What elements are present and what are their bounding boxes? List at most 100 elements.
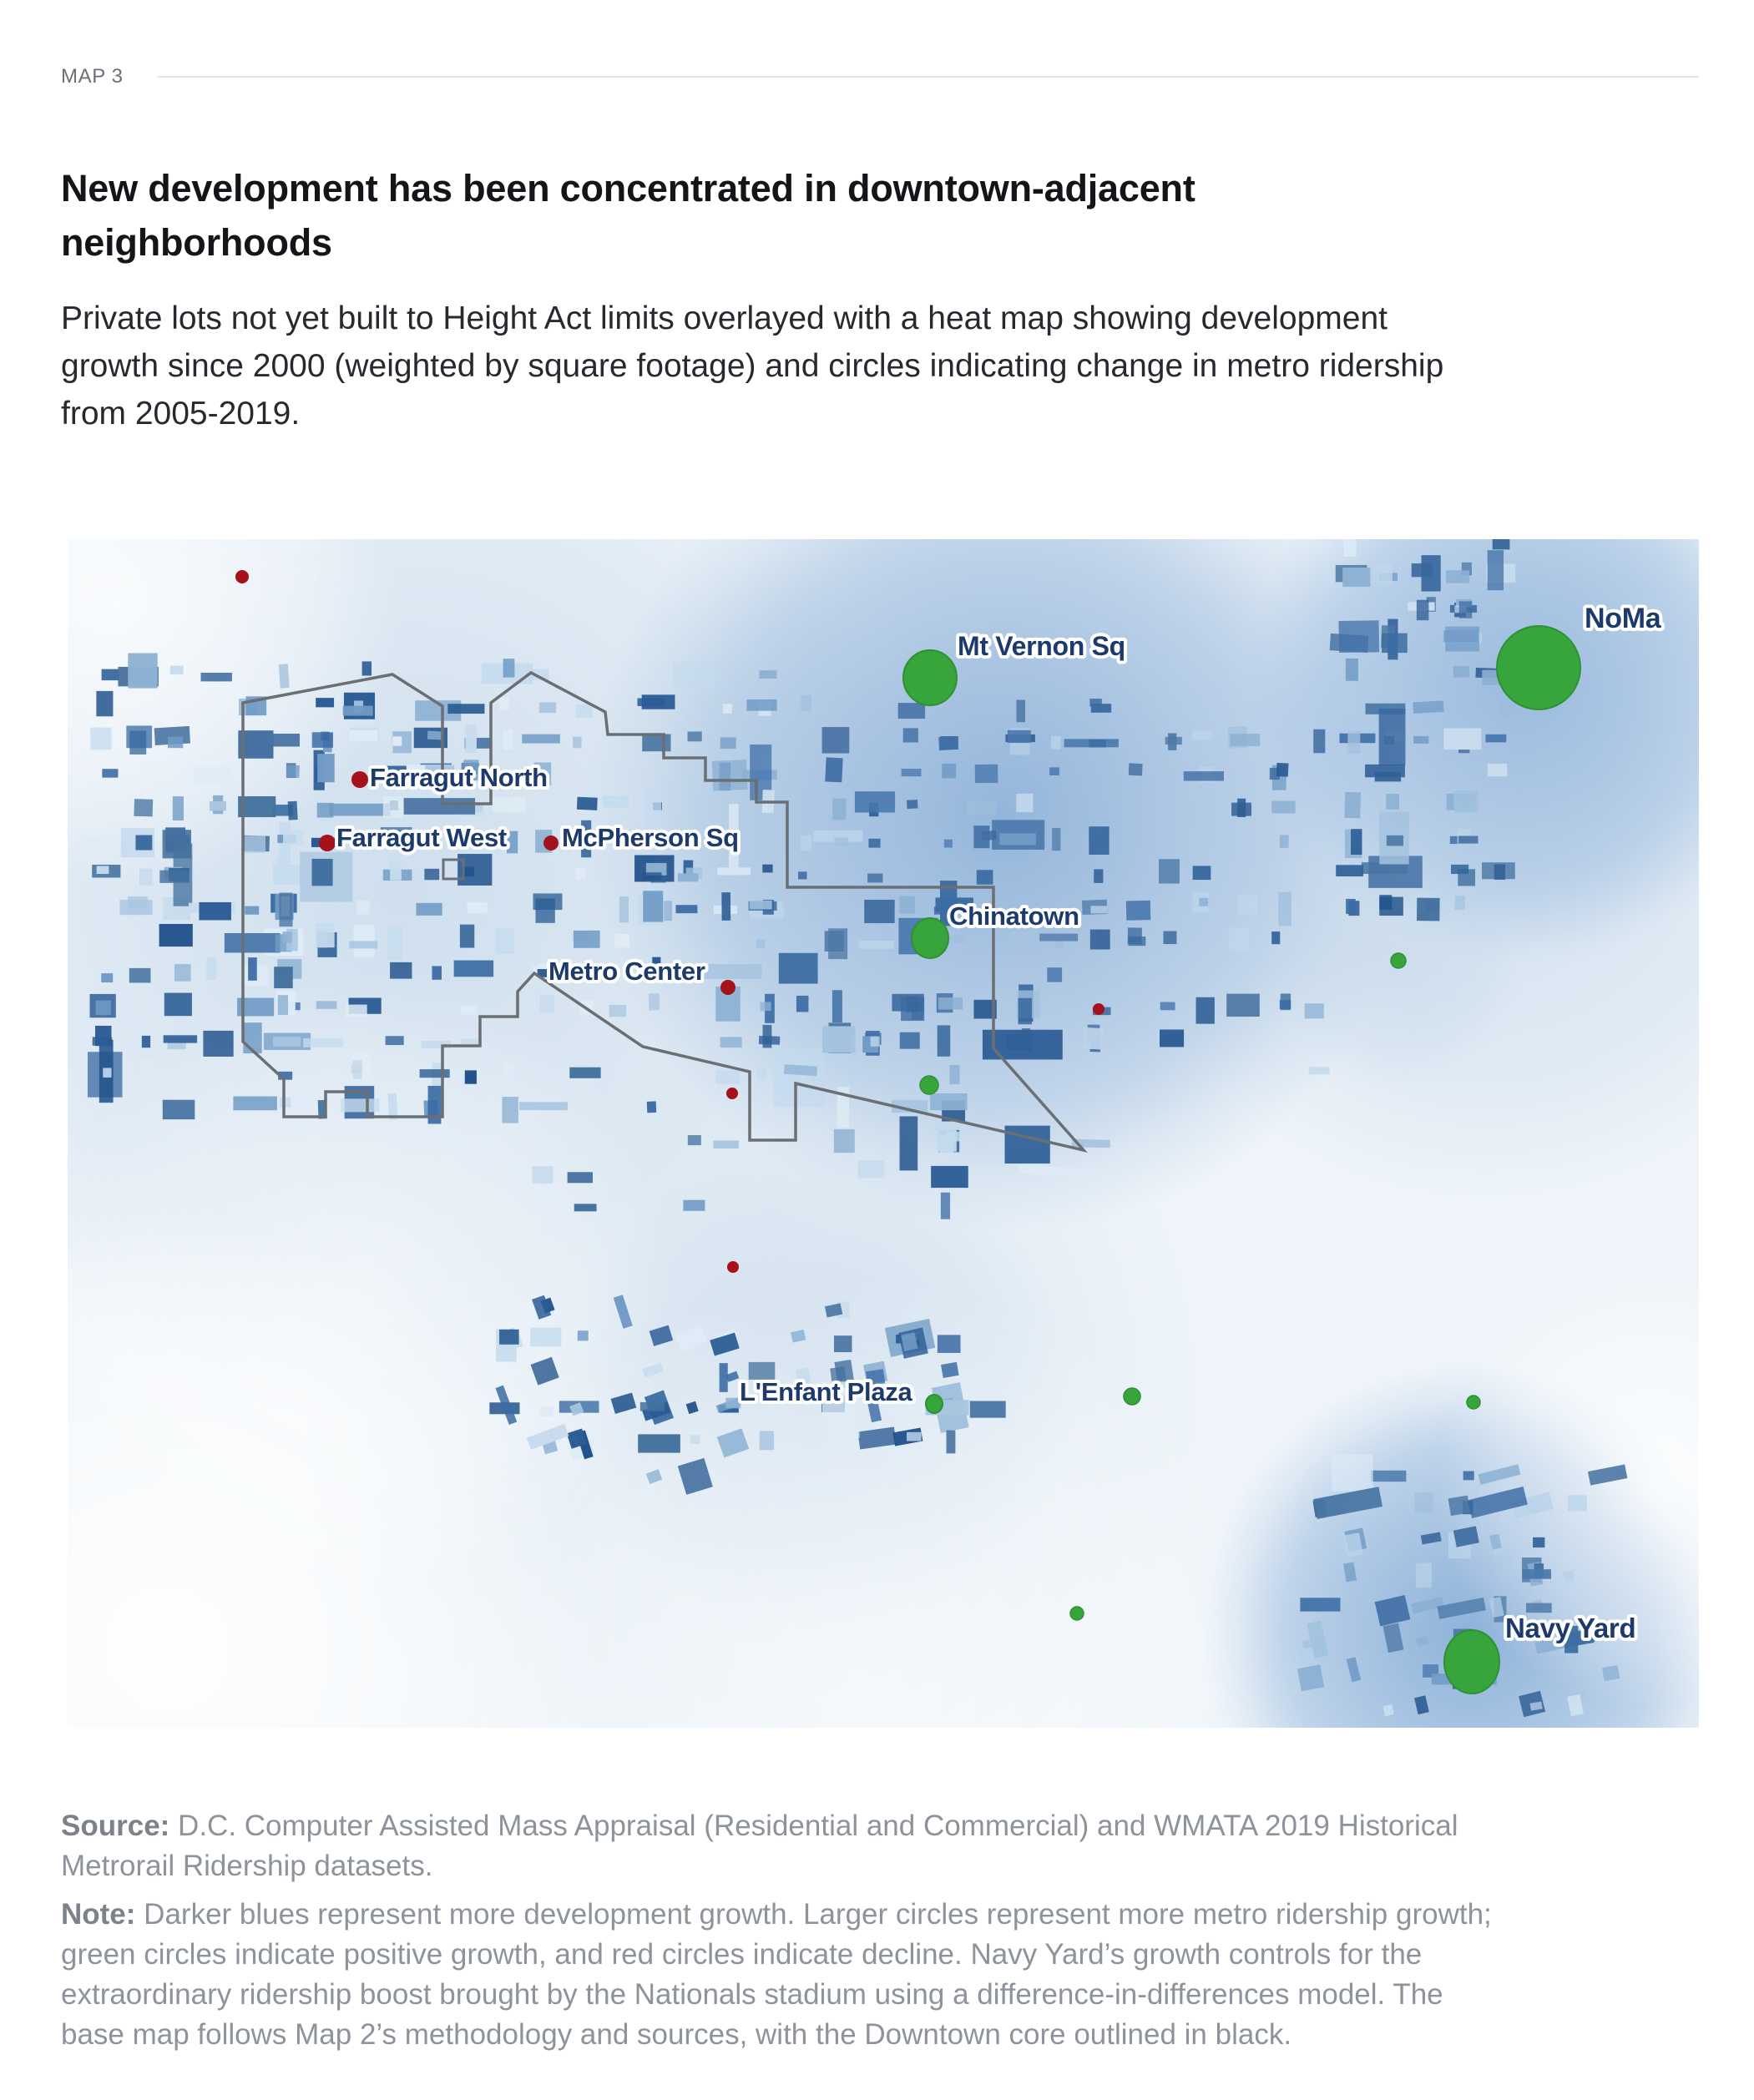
building [519,1101,568,1110]
station-dot-mcpherson-sq [543,835,559,851]
building [349,729,378,742]
building [447,703,485,714]
building [522,734,560,744]
building [577,1330,589,1340]
building [102,768,119,778]
building [273,733,301,746]
building [566,1428,587,1449]
building [273,1036,301,1047]
building [573,930,600,948]
building [356,900,370,914]
building [321,731,330,740]
building [503,658,515,678]
building [274,966,293,988]
building [193,766,231,784]
building [748,1361,776,1380]
building [453,960,494,977]
building [492,796,526,812]
station-label-l-enfant-plaza: L'Enfant Plaza [740,1377,912,1406]
building [645,1468,663,1484]
building [834,1359,856,1389]
building [538,701,557,713]
building [95,1000,111,1015]
building [941,1361,959,1378]
building [642,963,666,980]
building [244,835,266,853]
heatmap-haze [1270,538,1699,948]
building [821,1381,860,1438]
building [690,1434,700,1444]
building [159,870,190,883]
building [199,901,231,921]
building [530,1356,559,1386]
building [529,669,549,680]
building [467,901,488,913]
building [278,663,290,689]
building [382,795,403,818]
building [1308,1066,1330,1074]
building [326,1069,335,1084]
building [101,972,114,982]
building [392,735,402,746]
building [162,829,192,858]
heatmap-haze [1236,1398,1699,1728]
white-fade-blob [68,972,677,1608]
building [103,1068,112,1078]
building [646,1100,657,1113]
building [725,1397,741,1408]
building [167,736,184,748]
building [224,932,281,952]
building [390,962,412,979]
map-number-kicker: MAP 3 [61,65,124,88]
building [569,1401,584,1416]
building [865,1368,886,1386]
building [273,863,304,885]
building [380,826,412,843]
building [279,892,293,926]
building [940,1192,951,1219]
building [329,803,391,816]
building [716,1427,750,1457]
building [277,994,289,1015]
methodology-note: Note: Darker blues represent more develo… [61,1895,1699,2056]
building [200,672,232,681]
building [535,897,555,923]
building [642,1362,664,1377]
building [539,994,555,1012]
building [172,795,184,820]
building [889,1391,924,1414]
building [96,690,114,716]
building [719,1362,728,1392]
building [526,1423,569,1450]
building [379,765,407,776]
station-label-mcpherson-sq: McPherson Sq [562,823,739,852]
building [503,729,513,750]
ridership-dot-red [726,1087,738,1099]
building [162,1099,195,1119]
building [713,1140,739,1148]
building [613,1294,633,1329]
building [129,967,151,982]
building [461,1038,480,1047]
building [245,906,260,915]
building [675,1325,707,1351]
building [1346,898,1356,914]
building [567,1171,593,1183]
station-circle-l-enfant-plaza [925,1393,943,1414]
station-label-farragut-north: Farragut North [370,763,548,792]
building [537,968,552,977]
building [359,834,369,848]
building [139,868,153,886]
building [141,1058,153,1079]
building [502,1096,518,1123]
ridership-dot-red [727,1260,739,1273]
building [503,1063,514,1092]
building [791,1329,806,1343]
building [169,665,184,674]
building [795,1366,812,1387]
page-subtitle: Private lots not yet built to Height Act… [61,300,1444,432]
station-label-navy-yard: Navy Yard [1505,1613,1635,1643]
building [648,992,660,1011]
building [465,724,477,753]
building [303,1037,344,1047]
